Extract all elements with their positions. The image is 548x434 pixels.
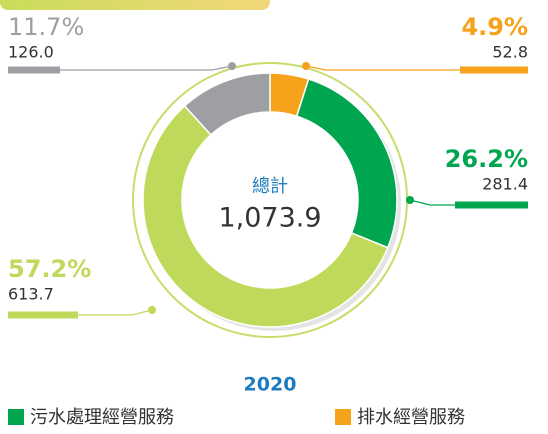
value-label: 613.7 bbox=[8, 285, 54, 304]
percent-label: 4.9% bbox=[461, 13, 528, 41]
leader-line bbox=[78, 309, 153, 316]
year: 2020 bbox=[244, 374, 297, 396]
legend-swatch bbox=[335, 409, 351, 425]
leader-dot bbox=[406, 196, 414, 204]
leader-line bbox=[305, 65, 460, 71]
donut-hole bbox=[182, 112, 358, 288]
value-label: 126.0 bbox=[8, 43, 54, 62]
leader-dot bbox=[302, 62, 310, 70]
total-value: 1,073.9 bbox=[218, 203, 321, 234]
leader-dot bbox=[228, 62, 236, 70]
percent-label: 11.7% bbox=[8, 13, 84, 41]
value-label: 281.4 bbox=[482, 175, 528, 194]
total-label: 總計 bbox=[252, 176, 288, 197]
leader-line bbox=[60, 65, 233, 71]
legend-label: 排水經營服務 bbox=[357, 407, 465, 428]
leader-line bbox=[409, 199, 455, 206]
legend-label: 污水處理經營服務 bbox=[30, 407, 174, 428]
donut-segment bbox=[142, 104, 389, 328]
header-banner bbox=[0, 0, 270, 10]
legend-swatch bbox=[8, 409, 24, 425]
percent-label: 57.2% bbox=[8, 255, 91, 283]
value-label: 52.8 bbox=[492, 43, 528, 62]
percent-label: 26.2% bbox=[445, 145, 528, 173]
leader-dot bbox=[148, 306, 156, 314]
